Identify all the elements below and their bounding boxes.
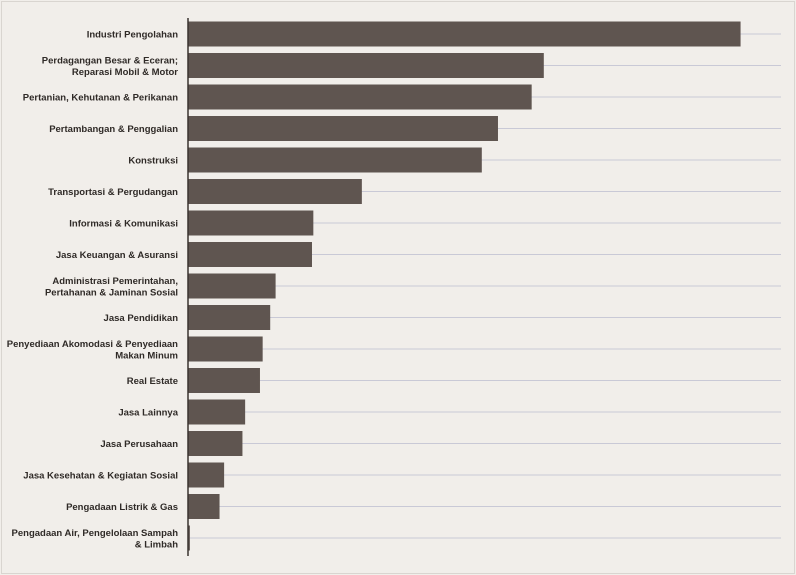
category-label: Perdagangan Besar & Eceran; Reparasi Mobi… [42,55,179,78]
category-label: Pertambangan & Penggalian [49,124,178,135]
category-label-line: Pertahanan & Jaminan Sosial [45,287,178,298]
category-label-line: Jasa Pendidikan [104,313,179,324]
bar [188,431,243,456]
category-label: Administrasi Pemerintahan, Pertahanan & J… [45,276,178,299]
category-label-line: Jasa Perusahaan [100,439,178,450]
category-label: Jasa Lainnya [118,408,178,419]
bar [188,21,741,47]
bar-layer [188,21,741,551]
bar [188,494,220,519]
category-label: Penyediaan Akomodasi & Penyediaan Makan M… [7,339,178,362]
bar [188,242,312,267]
category-label-line: Informasi & Komunikasi [69,219,178,230]
bar [188,84,532,110]
category-label-line: Pengadaan Listrik & Gas [66,502,178,513]
category-label-line: Pengadaan Air, Pengelolaan Sampah [12,528,179,539]
bar [188,273,276,299]
category-label: Pengadaan Air, Pengelolaan Sampah & Limba… [12,528,179,551]
category-label: Transportasi & Pergudangan [48,187,178,198]
bar [188,525,190,551]
bar [188,305,271,330]
category-label-line: Administrasi Pemerintahan, [52,276,178,287]
bar [188,210,314,236]
category-label-line: Konstruksi [128,156,178,167]
category-label-line: Industri Pengolahan [87,30,179,41]
category-label-line: Perdagangan Besar & Eceran; [42,55,178,66]
category-label: Real Estate [127,376,178,387]
category-label-line: Reparasi Mobil & Motor [72,67,178,78]
category-label-line: Penyediaan Akomodasi & Penyediaan [7,339,178,350]
category-label: Jasa Perusahaan [100,439,178,450]
category-label-line: Real Estate [127,376,178,387]
category-label: Informasi & Komunikasi [69,219,178,230]
category-label-line: Makan Minum [115,350,178,361]
category-label-line: Jasa Lainnya [118,408,178,419]
category-label: Konstruksi [128,156,178,167]
category-label-line: Jasa Keuangan & Asuransi [56,250,178,261]
category-label: Jasa Kesehatan & Kegiatan Sosial [23,471,178,482]
category-label: Industri Pengolahan [87,30,179,41]
bar [188,399,246,425]
bar [188,116,498,141]
category-label: Jasa Pendidikan [104,313,179,324]
bar [188,147,482,173]
category-label-line: Jasa Kesehatan & Kegiatan Sosial [23,471,178,482]
grid-layer [188,33,781,539]
category-label-line: Transportasi & Pergudangan [48,187,178,198]
bar [188,53,544,78]
category-label-line: Pertambangan & Penggalian [49,124,178,135]
bar [188,462,225,488]
category-label-line: Pertanian, Kehutanan & Perikanan [23,93,178,104]
bar [188,336,263,362]
bar [188,368,260,393]
category-label: Jasa Keuangan & Asuransi [56,250,178,261]
category-label: Pengadaan Listrik & Gas [66,502,178,513]
category-label: Pertanian, Kehutanan & Perikanan [23,93,178,104]
category-label-line: & Limbah [135,539,178,550]
label-layer: Industri Pengolahan Perdagangan Besar & E… [7,30,179,551]
bar [188,179,362,204]
